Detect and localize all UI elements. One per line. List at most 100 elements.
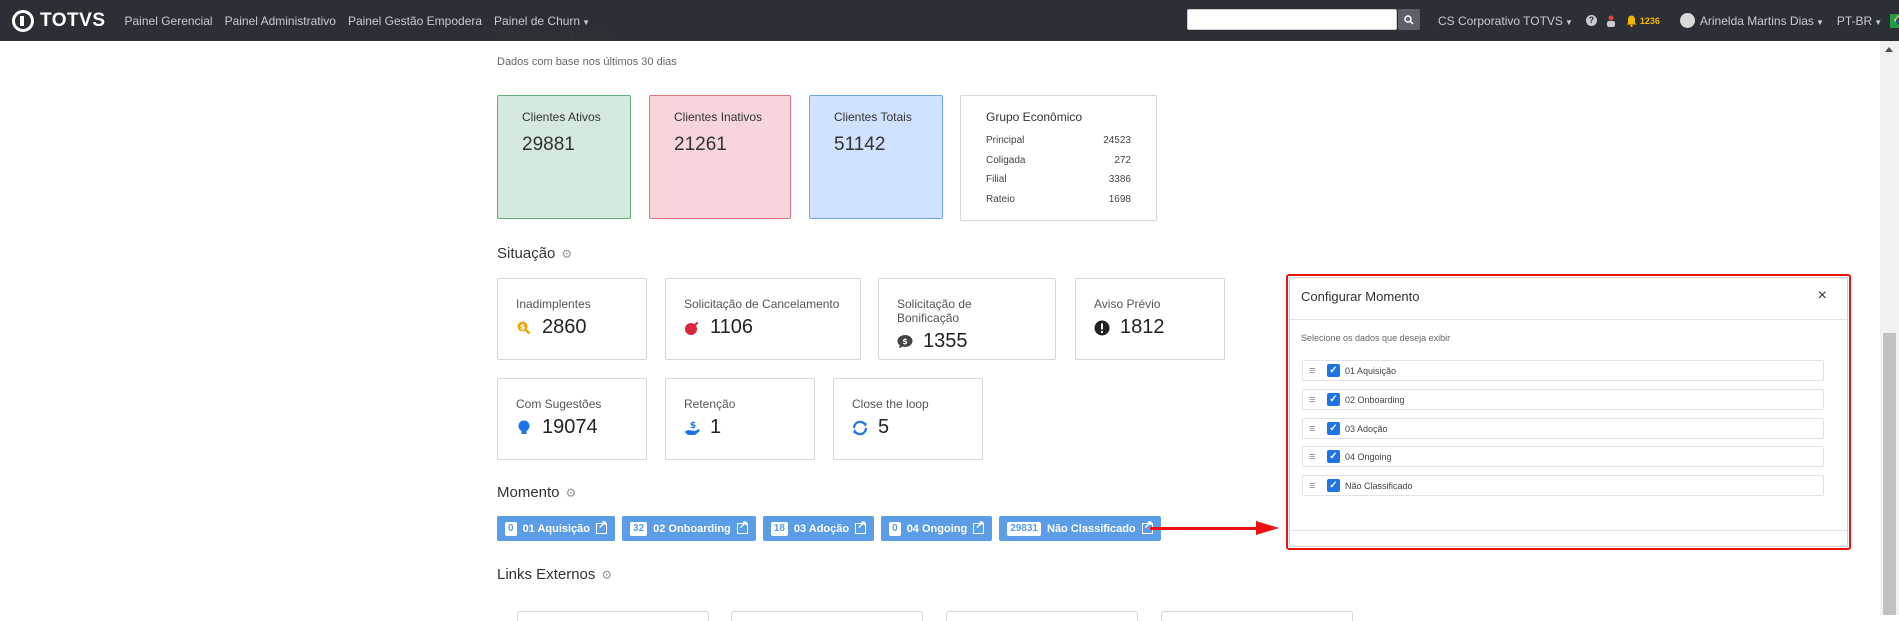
brazil-flag-icon[interactable] <box>1890 13 1899 28</box>
aviso-previo-card[interactable]: Aviso Prévio 1812 <box>1075 278 1225 360</box>
nav-link-churn-label: Painel de Churn <box>494 13 581 28</box>
grupo-row-value: 1698 <box>1108 193 1131 205</box>
checkbox-checked[interactable]: ✓ <box>1327 479 1340 492</box>
option-label: 04 Ongoing <box>1345 451 1392 462</box>
momento-option[interactable]: ≡ ✓ 02 Onboarding <box>1302 389 1824 410</box>
momento-pill-onboarding[interactable]: 32 02 Onboarding <box>622 516 756 541</box>
drag-handle-icon[interactable]: ≡ <box>1309 450 1316 463</box>
drag-handle-icon[interactable]: ≡ <box>1309 479 1316 492</box>
user-name: Arinelda Martins Dias <box>1699 13 1814 28</box>
close-the-loop-card[interactable]: Close the loop 5 <box>833 378 983 460</box>
solicitacao-bonificacao-card[interactable]: Solicitação de Bonificação $ 1355 <box>878 278 1056 360</box>
option-label: 03 Adoção <box>1345 423 1388 434</box>
clientes-ativos-box[interactable]: Clientes Ativos 29881 <box>497 95 631 219</box>
svg-text:$: $ <box>690 421 696 431</box>
stat-label: Clientes Inativos <box>674 110 763 124</box>
gear-icon[interactable]: ⚙ <box>561 246 573 261</box>
momento-option[interactable]: ≡ ✓ 04 Ongoing <box>1302 446 1824 467</box>
momento-pill-adocao[interactable]: 18 03 Adoção <box>762 516 875 541</box>
external-link-card[interactable] <box>1161 611 1353 621</box>
notifications-button[interactable]: 1236 <box>1626 15 1660 27</box>
card-label: Solicitação de Bonificação <box>897 297 972 325</box>
language-selector[interactable]: PT-BR ▼ <box>1837 14 1882 28</box>
checkbox-checked[interactable]: ✓ <box>1327 393 1340 406</box>
card-label: Inadimplentes <box>516 297 591 311</box>
drag-handle-icon[interactable]: ≡ <box>1309 393 1316 406</box>
solicitacao-cancelamento-card[interactable]: Solicitação de Cancelamento 1106 <box>665 278 861 360</box>
caret-down-icon: ▼ <box>582 17 591 27</box>
grupo-row-label: Rateio <box>986 193 1015 205</box>
totvs-logo[interactable]: TOTVS <box>12 9 106 32</box>
external-link-icon <box>973 518 984 534</box>
inadimplentes-card[interactable]: Inadimplentes $ 2860 <box>497 278 647 360</box>
clientes-totais-box[interactable]: Clientes Totais 51142 <box>809 95 943 219</box>
search-button[interactable] <box>1398 9 1420 30</box>
pill-count: 0 <box>889 521 901 536</box>
gear-icon[interactable]: ⚙ <box>565 485 577 500</box>
user-menu[interactable]: Arinelda Martins Dias ▼ <box>1700 14 1824 28</box>
scroll-thumb[interactable] <box>1883 333 1896 615</box>
com-sugestoes-card[interactable]: Com Sugestões 19074 <box>497 378 647 460</box>
sync-icon <box>852 420 868 435</box>
grupo-row: Rateio 1698 <box>986 190 1131 210</box>
drag-handle-icon[interactable]: ≡ <box>1309 364 1316 377</box>
pill-count: 18 <box>770 521 788 536</box>
nav-link-painel-gerencial[interactable]: Painel Gerencial <box>124 13 213 28</box>
bomb-icon <box>685 319 700 335</box>
avatar[interactable] <box>1679 13 1695 28</box>
momento-option[interactable]: ≡ ✓ 01 Aquisição <box>1302 360 1824 381</box>
external-link-card[interactable] <box>517 611 709 621</box>
help-icon[interactable]: ? <box>1585 15 1597 26</box>
scroll-up-arrow-icon[interactable] <box>1885 47 1893 52</box>
top-navbar: TOTVS Painel Gerencial Painel Administra… <box>0 0 1899 41</box>
card-row: 1106 <box>684 316 842 339</box>
card-row: $ 1 <box>684 416 796 439</box>
option-label: 02 Onboarding <box>1345 394 1405 405</box>
drag-handle-icon[interactable]: ≡ <box>1309 422 1316 435</box>
links-externos-title: Links Externos <box>497 566 596 583</box>
bell-icon <box>1626 15 1637 27</box>
company-label: CS Corporativo TOTVS <box>1438 13 1563 28</box>
company-selector[interactable]: CS Corporativo TOTVS ▼ <box>1438 14 1573 28</box>
clientes-inativos-box[interactable]: Clientes Inativos 21261 <box>649 95 791 219</box>
external-link-card[interactable] <box>946 611 1138 621</box>
search-icon <box>1404 14 1414 25</box>
momento-option[interactable]: ≡ ✓ 03 Adoção <box>1302 418 1824 439</box>
card-label: Close the loop <box>852 397 929 411</box>
card-row: 5 <box>852 416 964 439</box>
exclamation-circle-icon <box>1094 320 1110 335</box>
user-alert-icon[interactable] <box>1606 15 1616 27</box>
nav-link-painel-gestao-empodera[interactable]: Painel Gestão Empodera <box>347 13 483 28</box>
page-scrollbar[interactable] <box>1880 41 1899 615</box>
search-input[interactable] <box>1187 9 1397 30</box>
nav-link-painel-de-churn[interactable]: Painel de Churn ▼ <box>494 14 590 28</box>
divider <box>1290 319 1847 320</box>
card-row: 19074 <box>516 416 628 439</box>
grupo-row-label: Coligada <box>986 154 1026 166</box>
resumo-title-text: Resumo da Área <box>497 29 610 43</box>
checkbox-checked[interactable]: ✓ <box>1327 450 1340 463</box>
search-dollar-icon: $ <box>517 321 532 335</box>
close-icon[interactable]: × <box>1817 287 1827 304</box>
nav-right: CS Corporativo TOTVS ▼ ? 1236 Arinelda Ma… <box>1438 0 1899 41</box>
momento-pill-ongoing[interactable]: 0 04 Ongoing <box>881 516 993 541</box>
gear-icon[interactable]: ⚙ <box>601 567 613 582</box>
momento-pill-aquisicao[interactable]: 0 01 Aquisição <box>497 516 616 541</box>
grupo-row-label: Principal <box>986 135 1025 146</box>
momento-pill-nao-classificado[interactable]: 29831 Não Classificado <box>999 516 1161 541</box>
configurar-momento-modal: Configurar Momento × Selecione os dados … <box>1289 277 1848 547</box>
hand-holding-dollar-icon: $ <box>684 421 700 435</box>
card-row: 1812 <box>1094 316 1206 339</box>
pill-label: 03 Adoção <box>793 522 850 535</box>
momento-option[interactable]: ≡ ✓ Não Classificado <box>1302 475 1824 496</box>
external-link-card[interactable] <box>731 611 923 621</box>
retencao-card[interactable]: Retenção $ 1 <box>665 378 815 460</box>
stat-value: 29881 <box>522 134 575 155</box>
nav-link-painel-administrativo[interactable]: Painel Administrativo <box>224 13 336 28</box>
modal-hint: Selecione os dados que deseja exibir <box>1301 333 1451 343</box>
checkbox-checked[interactable]: ✓ <box>1327 364 1340 377</box>
person-icon <box>1606 15 1615 27</box>
caret-down-icon: ▼ <box>1564 17 1573 27</box>
external-link-icon <box>855 518 866 534</box>
checkbox-checked[interactable]: ✓ <box>1327 422 1340 435</box>
